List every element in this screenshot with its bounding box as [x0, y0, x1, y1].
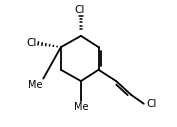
Text: Cl: Cl: [27, 38, 37, 48]
Text: Cl: Cl: [146, 99, 157, 109]
Text: Cl: Cl: [75, 5, 85, 15]
Text: Me: Me: [74, 102, 88, 112]
Text: Me: Me: [28, 80, 42, 90]
